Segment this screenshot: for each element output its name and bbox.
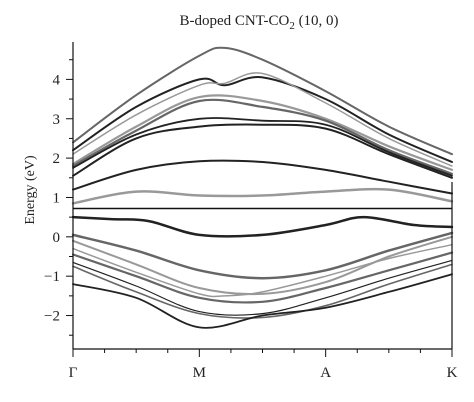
y-tick-label: 2: [53, 151, 61, 167]
band-line-6: [72, 117, 453, 177]
band-line-4: [71, 94, 454, 171]
band-line-2: [72, 76, 453, 163]
band-line-5: [71, 98, 454, 175]
band-line-15: [72, 259, 453, 316]
band-line-17: [72, 273, 453, 329]
band-line-12: [72, 235, 453, 296]
band-line-1: [72, 46, 453, 156]
band-line-10: [71, 215, 454, 238]
band-line-8: [72, 159, 453, 195]
band-line-3: [72, 72, 453, 167]
band-line-14: [71, 251, 454, 304]
band-line-11: [71, 231, 454, 280]
band-line-16: [72, 263, 453, 319]
y-tick-label: 1: [53, 190, 61, 206]
chart-title: B-doped CNT-CO2 (10, 0): [179, 13, 338, 32]
y-tick-label: 4: [53, 72, 61, 88]
plot-area: −2 −1 0 1 2 3 4 Γ M A K: [44, 42, 458, 381]
band-line-7: [72, 123, 453, 179]
band-line-13: [72, 243, 453, 298]
y-tick-label: 3: [53, 112, 61, 128]
y-tick-label: −2: [44, 309, 60, 325]
x-tick-label: K: [447, 365, 458, 381]
y-tick-label: −1: [44, 269, 60, 285]
y-tick-label: 0: [53, 230, 61, 246]
band-line-9: [71, 187, 454, 205]
x-tick-label: M: [193, 365, 206, 381]
y-axis-label: Energy (eV): [23, 155, 38, 225]
x-tick-label: A: [320, 365, 331, 381]
x-tick-label: Γ: [69, 365, 78, 381]
